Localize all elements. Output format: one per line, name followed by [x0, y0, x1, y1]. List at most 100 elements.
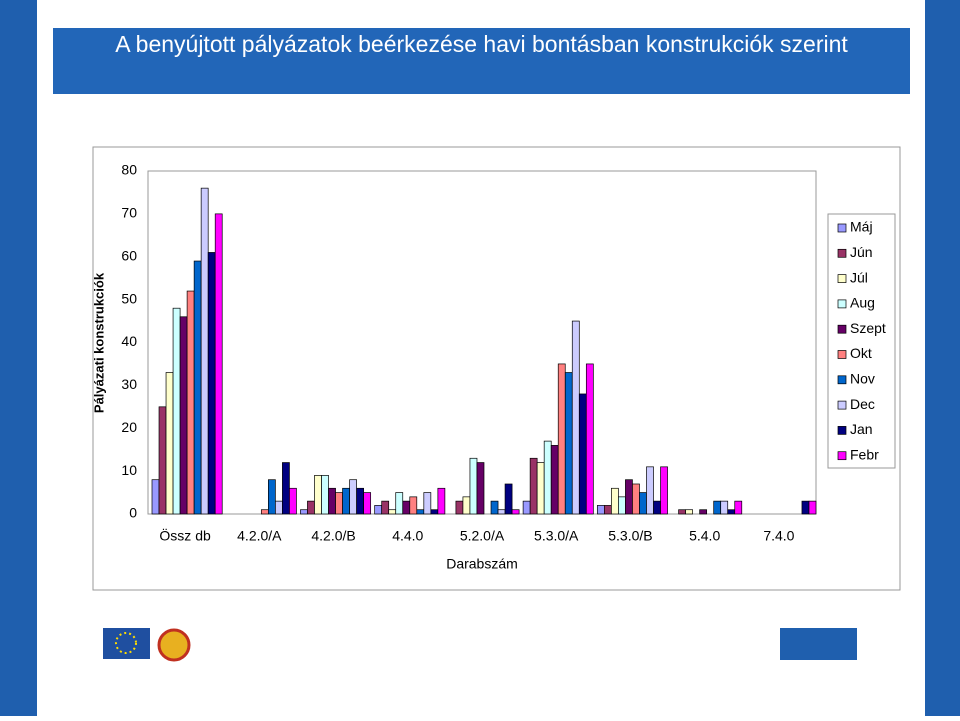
- bar: [578, 393, 587, 515]
- legend-label: Szept: [850, 320, 886, 336]
- bar: [585, 363, 594, 515]
- legend-swatch: [837, 299, 847, 309]
- bar: [437, 487, 446, 515]
- legend-swatch: [837, 350, 847, 359]
- y-tick-label: 60: [121, 247, 137, 263]
- bar: [596, 505, 605, 515]
- bar: [172, 307, 181, 515]
- y-axis-title: Pályázati konstrukciók: [91, 272, 106, 413]
- bar: [571, 320, 580, 515]
- bar: [321, 475, 329, 515]
- bar: [653, 500, 661, 515]
- bar: [388, 509, 397, 515]
- legend-label: Okt: [850, 345, 872, 361]
- bar: [497, 509, 506, 515]
- title-box: [53, 28, 910, 94]
- legend-label: Aug: [850, 295, 875, 311]
- bar: [314, 475, 322, 515]
- bar: [374, 505, 383, 515]
- bar: [727, 509, 736, 515]
- x-axis-title: Darabszám: [446, 556, 518, 572]
- y-tick-label: 80: [121, 162, 137, 178]
- x-tick-label: 7.4.0: [763, 528, 794, 544]
- bar: [300, 509, 308, 515]
- bar: [678, 509, 686, 515]
- bar: [193, 260, 202, 515]
- bar: [529, 457, 538, 515]
- eu-stars: [115, 632, 137, 654]
- x-tick-label: 5.2.0/A: [460, 528, 505, 544]
- bar: [409, 496, 418, 515]
- bar: [504, 483, 513, 515]
- bar: [462, 496, 471, 515]
- legend-label: Máj: [850, 219, 873, 235]
- bar: [335, 492, 343, 515]
- bar: [268, 479, 276, 515]
- legend-swatch: [837, 324, 847, 334]
- bar: [713, 500, 722, 515]
- bar: [423, 492, 432, 515]
- bar: [625, 479, 633, 515]
- bar: [151, 479, 160, 515]
- legend-label: Nov: [850, 371, 875, 387]
- bar: [342, 487, 350, 515]
- legend-swatch: [837, 223, 847, 233]
- bar: [685, 509, 693, 515]
- bar: [282, 462, 290, 515]
- y-tick-label: 10: [121, 462, 137, 478]
- bar: [557, 363, 566, 515]
- x-tick-label: 4.2.0/B: [311, 528, 355, 544]
- x-tick-label: 4.4.0: [392, 528, 423, 544]
- y-tick-label: 70: [121, 205, 137, 221]
- bar: [430, 509, 439, 515]
- legend-label: Dec: [850, 396, 875, 412]
- legend-swatch: [837, 426, 847, 435]
- legend-swatch: [837, 248, 847, 258]
- x-tick-label: 5.3.0/B: [608, 528, 652, 544]
- bar: [455, 500, 464, 515]
- bar: [660, 466, 668, 515]
- bar: [158, 406, 167, 515]
- bar: [165, 372, 174, 515]
- bar: [179, 316, 188, 515]
- bar: [536, 462, 545, 515]
- side-band: [0, 0, 37, 716]
- legend-label: Júl: [850, 269, 868, 285]
- bar: [200, 187, 209, 515]
- bar: [476, 462, 485, 515]
- bar: [639, 492, 647, 515]
- bar: [699, 509, 708, 515]
- bar: [734, 500, 743, 515]
- bar: [490, 500, 499, 515]
- bar: [416, 509, 425, 515]
- bar: [808, 500, 817, 515]
- legend-swatch: [837, 400, 847, 410]
- bar: [289, 487, 297, 515]
- bar: [307, 500, 315, 515]
- bar: [720, 500, 729, 515]
- plot-area: [147, 170, 817, 515]
- bar: [328, 487, 336, 515]
- bar: [604, 505, 612, 515]
- bar: [395, 492, 404, 515]
- x-tick-label: 5.3.0/A: [534, 528, 579, 544]
- bar: [801, 500, 810, 515]
- bar: [632, 483, 640, 515]
- y-tick-label: 30: [121, 376, 137, 392]
- bar: [469, 457, 478, 515]
- title-wrap: A benyújtott pályázatok beérkezése havi …: [115, 31, 848, 57]
- bar: [356, 487, 364, 515]
- legend-swatch: [837, 274, 847, 283]
- bar: [564, 372, 573, 515]
- bar: [511, 509, 520, 515]
- bar: [381, 500, 390, 515]
- logo: [157, 628, 191, 662]
- bar: [522, 500, 531, 515]
- side-band: [925, 0, 960, 716]
- legend-swatch: [837, 451, 847, 461]
- bar: [214, 213, 223, 515]
- x-tick-label: 5.4.0: [689, 528, 720, 544]
- x-tick-label: 4.2.0/A: [237, 528, 282, 544]
- y-tick-label: 0: [129, 505, 137, 521]
